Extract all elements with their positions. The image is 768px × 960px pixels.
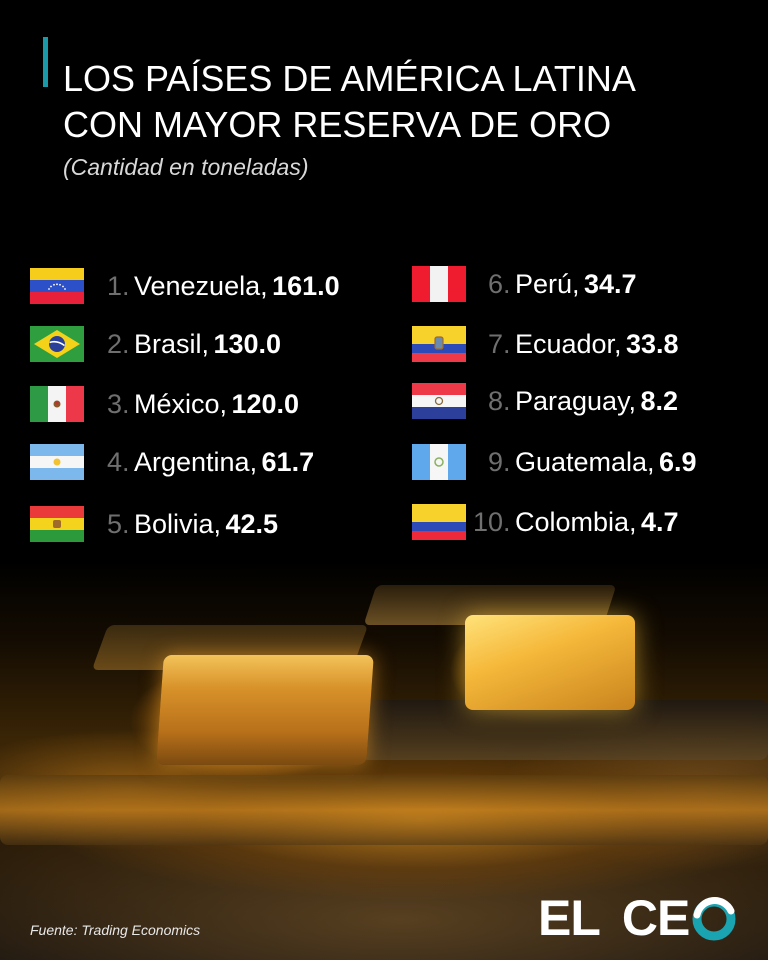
rank: 4. [107, 446, 130, 477]
reserve-value: 161.0 [272, 270, 340, 301]
argentina-flag [30, 444, 84, 480]
list-item: 5. Bolivia, 42.5 [107, 506, 278, 542]
list-item: 1. Venezuela, 161.0 [107, 268, 340, 304]
country-name: Colombia, [515, 506, 637, 537]
rank: 9. [488, 446, 511, 477]
logo-text-ce: CE [621, 890, 690, 946]
country-name: México, [133, 388, 228, 419]
title-line-2: CON MAYOR RESERVA DE ORO [63, 104, 612, 145]
reserve-value: 4.7 [641, 506, 679, 537]
subtitle: (Cantidad en toneladas) [63, 154, 309, 180]
reserve-value: 34.7 [583, 268, 637, 299]
logo-o-icon [691, 895, 737, 941]
list-item: 4. Argentina, 61.7 [107, 444, 314, 480]
bolivia-flag [30, 506, 84, 542]
rank: 2. [107, 328, 130, 359]
mexico-flag [30, 386, 84, 422]
country-name: Paraguay, [514, 385, 637, 416]
gold-bar-shape [0, 775, 768, 845]
title-accent-bar [43, 37, 48, 87]
logo-text-el: EL [538, 890, 601, 946]
peru-flag [412, 266, 466, 302]
el-ceo-logo: EL CE [538, 893, 737, 943]
brazil-flag [30, 326, 84, 362]
gold-bars-photo [0, 560, 768, 960]
guatemala-flag [412, 444, 466, 480]
country-name: Guatemala, [514, 446, 655, 477]
list-item: 10. Colombia, 4.7 [473, 504, 679, 540]
gold-bar-shape [465, 615, 635, 710]
paraguay-flag [412, 383, 466, 419]
title-line-1: LOS PAÍSES DE AMÉRICA LATINA [63, 58, 636, 99]
country-name: Bolivia, [133, 508, 222, 539]
reserve-value: 33.8 [626, 328, 679, 359]
rank: 1. [107, 270, 130, 301]
venezuela-flag [30, 268, 84, 304]
list-item: 2. Brasil, 130.0 [107, 326, 281, 362]
reserve-value: 130.0 [213, 328, 282, 359]
ecuador-flag [412, 326, 466, 362]
rank: 10. [473, 506, 511, 537]
list-item: 8. Paraguay, 8.2 [488, 383, 678, 419]
gold-bar-shape [360, 700, 768, 760]
reserve-value: 8.2 [640, 385, 679, 416]
country-name: Perú, [514, 268, 580, 299]
reserve-value: 6.9 [659, 446, 697, 477]
gold-bar-shape [156, 655, 374, 765]
country-name: Brasil, [133, 328, 209, 359]
country-name: Venezuela, [133, 270, 268, 301]
source-note: Fuente: Trading Economics [30, 922, 201, 938]
reserve-value: 42.5 [225, 508, 279, 539]
rank: 6. [488, 268, 511, 299]
reserve-value: 120.0 [231, 388, 300, 419]
reserve-value: 61.7 [261, 446, 315, 477]
list-item: 9. Guatemala, 6.9 [488, 444, 697, 480]
list-item: 6. Perú, 34.7 [488, 266, 637, 302]
rank: 8. [488, 385, 511, 416]
list-item: 7. Ecuador, 33.8 [488, 326, 679, 362]
list-item: 3. México, 120.0 [107, 386, 299, 422]
country-name: Ecuador, [514, 328, 622, 359]
rank: 5. [107, 508, 130, 539]
rank: 7. [488, 328, 511, 359]
colombia-flag [412, 504, 466, 540]
rank: 3. [107, 388, 130, 419]
country-name: Argentina, [133, 446, 258, 477]
page-title: LOS PAÍSES DE AMÉRICA LATINA CON MAYOR R… [63, 56, 636, 148]
